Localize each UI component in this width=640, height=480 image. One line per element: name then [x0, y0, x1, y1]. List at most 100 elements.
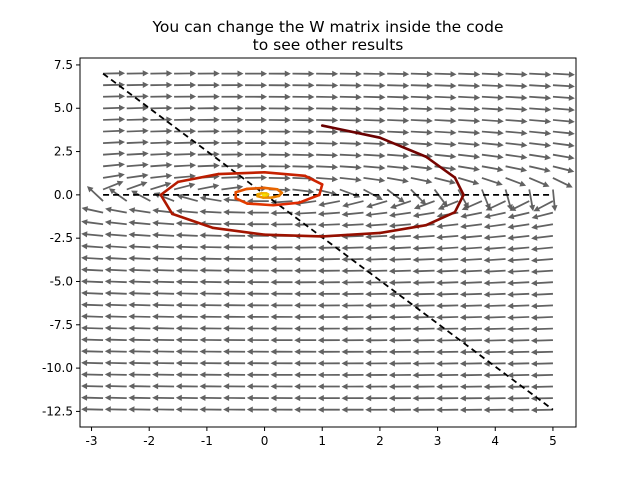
- vector-arrow: [507, 211, 530, 220]
- vector-arrow: [363, 105, 386, 112]
- y-tick-label: 0.0: [54, 188, 73, 202]
- vector-arrow: [342, 200, 364, 208]
- vector-arrow: [552, 71, 575, 78]
- vector-arrow: [81, 383, 104, 390]
- vector-arrow: [318, 200, 340, 208]
- vector-arrow: [246, 325, 269, 332]
- vector-arrow: [317, 337, 340, 344]
- vector-arrow: [174, 81, 197, 89]
- vector-arrow: [458, 106, 481, 113]
- vector-arrow: [436, 223, 459, 230]
- vector-arrow: [246, 406, 269, 413]
- trajectory-segment: [263, 171, 307, 178]
- vector-arrow: [128, 231, 151, 238]
- vector-arrow: [294, 383, 317, 390]
- vector-arrow: [552, 142, 575, 149]
- vector-arrow: [365, 211, 388, 218]
- vector-arrow: [246, 244, 269, 251]
- vector-arrow: [365, 314, 388, 321]
- vector-arrow: [292, 93, 315, 100]
- trajectory-segment: [271, 201, 301, 207]
- vector-arrow: [387, 177, 409, 184]
- dashed-lines: [102, 72, 554, 411]
- y-tick-label: -7.5: [50, 318, 73, 332]
- vector-arrow: [152, 371, 175, 378]
- vector-arrow: [341, 337, 364, 344]
- vector-arrow: [551, 189, 558, 212]
- vector-arrow: [104, 219, 127, 226]
- vector-arrow: [410, 165, 433, 172]
- vector-arrow: [507, 234, 530, 241]
- vector-arrow: [412, 245, 435, 252]
- vector-arrow: [390, 200, 412, 210]
- vector-arrow: [387, 164, 410, 171]
- vector-arrow: [150, 150, 173, 157]
- vector-arrow: [458, 82, 481, 89]
- vector-arrow: [199, 394, 222, 401]
- vector-arrow: [150, 128, 173, 135]
- vector-arrow: [103, 161, 125, 168]
- vector-arrow: [175, 394, 198, 401]
- vector-arrow: [246, 360, 269, 367]
- vector-arrow: [366, 200, 388, 209]
- vector-arrow: [221, 174, 244, 181]
- vector-arrow: [460, 245, 482, 252]
- vector-arrow: [81, 359, 104, 366]
- vector-arrow: [410, 82, 433, 89]
- vector-arrow: [104, 336, 127, 343]
- vector-arrow: [175, 278, 198, 285]
- vector-arrow: [175, 383, 198, 390]
- vector-arrow: [81, 325, 104, 332]
- vector-arrow: [223, 209, 246, 216]
- vector-arrow: [245, 82, 268, 89]
- vector-arrow: [246, 279, 269, 286]
- vector-arrow: [268, 93, 291, 100]
- trajectory-series: [159, 124, 465, 238]
- vector-arrow: [152, 301, 175, 309]
- vector-arrow: [388, 279, 411, 286]
- vector-arrow: [81, 219, 104, 226]
- x-axis-ticks: -3 -2 -1 0 1 2 3 4 5: [86, 427, 557, 448]
- vector-arrow: [528, 177, 550, 188]
- vector-arrow: [483, 291, 506, 298]
- vector-arrow: [175, 302, 198, 309]
- vector-arrow: [317, 406, 340, 413]
- vector-arrow: [81, 278, 104, 285]
- vector-arrow: [246, 255, 269, 262]
- vector-arrow: [175, 325, 198, 332]
- vector-arrow: [294, 337, 317, 344]
- vector-arrow: [434, 177, 456, 185]
- trajectory-segment: [217, 171, 266, 176]
- vector-arrow: [505, 153, 528, 160]
- vector-arrow: [505, 106, 528, 113]
- vector-arrow: [316, 70, 339, 77]
- vector-arrow: [270, 383, 293, 390]
- vector-arrow: [341, 267, 364, 274]
- vector-arrow: [460, 234, 482, 241]
- vector-arrow: [339, 188, 361, 198]
- vector-arrow: [365, 360, 388, 367]
- vector-arrow: [459, 372, 482, 379]
- vector-arrow: [363, 70, 386, 77]
- vector-arrow: [128, 371, 151, 378]
- vector-arrow: [199, 371, 222, 378]
- vector-arrow: [152, 207, 175, 214]
- vector-arrow: [103, 116, 126, 123]
- vector-arrow: [246, 337, 269, 344]
- vector-arrow: [174, 93, 197, 100]
- vector-arrow: [531, 303, 553, 310]
- vector-arrow: [341, 244, 364, 251]
- vector-arrow: [529, 165, 551, 173]
- vector-arrow: [128, 207, 151, 214]
- vector-arrow: [552, 177, 573, 188]
- trajectory-segment: [234, 187, 249, 194]
- vector-arrow: [126, 116, 149, 123]
- vector-arrow: [221, 139, 244, 146]
- vector-arrow: [458, 141, 481, 148]
- vector-arrow: [459, 314, 482, 321]
- vector-arrow: [434, 117, 457, 124]
- vector-arrow: [317, 244, 340, 251]
- vector-arrow: [174, 162, 197, 169]
- vector-arrow: [365, 291, 388, 298]
- vector-arrow: [339, 82, 362, 89]
